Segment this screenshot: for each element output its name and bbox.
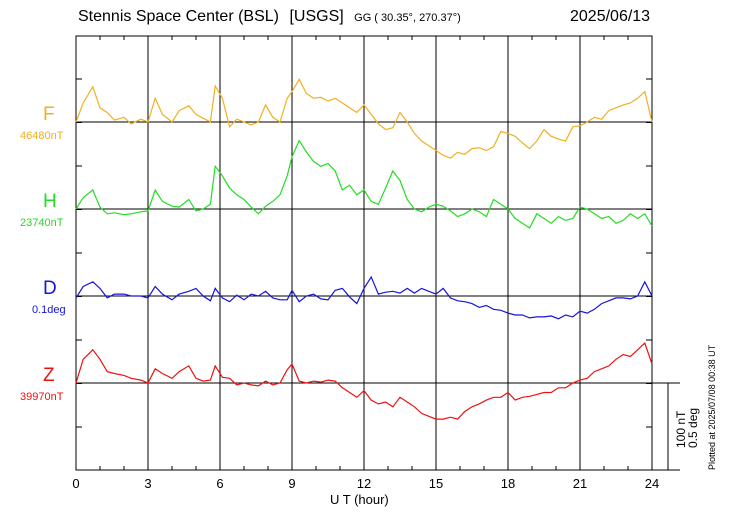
coords-label: GG ( 30.35°, 270.37°) — [354, 12, 461, 24]
date-label: 2025/06/13 — [570, 8, 651, 25]
x-axis-label: U T (hour) — [330, 492, 389, 507]
x-tick-label: 6 — [216, 476, 224, 491]
x-tick-label: 15 — [428, 476, 444, 491]
series-line-d — [75, 275, 653, 320]
x-tick-label: 3 — [144, 476, 152, 491]
series-label-f: F — [43, 104, 55, 125]
baseline-label-z: 39970nT — [20, 391, 64, 403]
agency-label: [USGS] — [289, 8, 344, 25]
station-title: Stennis Space Center (BSL) [USGS] GG ( 3… — [78, 8, 461, 26]
series-label-d: D — [43, 278, 57, 299]
baseline-label-f: 46480nT — [20, 130, 64, 142]
scale-deg-label: 0.5 deg — [686, 407, 700, 448]
series-label-h: H — [43, 191, 57, 212]
x-tick-label: 21 — [572, 476, 588, 491]
plotted-note: Plotted at 2025/07/08 00:38 UT — [707, 344, 717, 470]
x-tick-label: 18 — [500, 476, 516, 491]
x-tick-label: 9 — [288, 476, 296, 491]
series-label-z: Z — [43, 365, 55, 386]
station-name: Stennis Space Center (BSL) — [78, 8, 279, 25]
x-tick-label: 24 — [644, 476, 660, 491]
x-tick-label: 0 — [72, 476, 80, 491]
series-line-f — [75, 78, 653, 159]
baseline-label-h: 23740nT — [20, 217, 64, 229]
series-line-h — [75, 139, 653, 229]
baseline-label-d: 0.1deg — [32, 304, 66, 316]
series-line-z — [75, 342, 653, 420]
x-tick-label: 12 — [356, 476, 372, 491]
